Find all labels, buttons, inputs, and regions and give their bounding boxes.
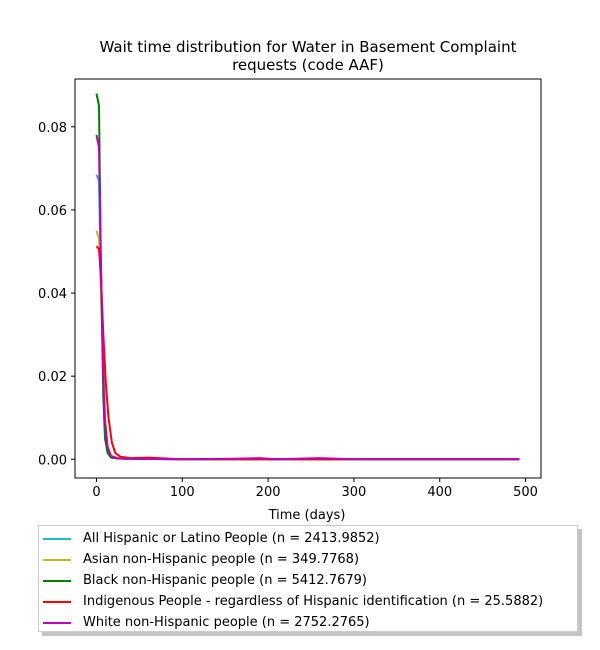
chart-title-line-1: Wait time distribution for Water in Base… [100, 38, 517, 56]
x-tick-label-0: 0 [92, 485, 100, 500]
legend-swatch-3 [43, 600, 71, 603]
legend-swatch-1 [43, 558, 71, 561]
x-tick-label-1: 100 [170, 485, 195, 500]
legend-item-2: Black non-Hispanic people (n = 5412.7679… [39, 570, 577, 591]
y-tick-label-2: 0.04 [38, 287, 67, 302]
legend-item-1: Asian non-Hispanic people (n = 349.7768) [39, 549, 577, 570]
series-line-3 [95, 245, 520, 461]
series-line-4 [95, 134, 520, 461]
legend-item-3: Indigenous People - regardless of Hispan… [39, 591, 577, 612]
legend-label-4: White non-Hispanic people (n = 2752.2765… [83, 615, 370, 630]
x-tick-label-4: 400 [427, 485, 452, 500]
series-line-0 [95, 174, 520, 461]
legend-swatch-4 [43, 621, 71, 624]
legend: All Hispanic or Latino People (n = 2413.… [38, 525, 578, 632]
series-line-1 [95, 230, 520, 461]
plot-frame [74, 78, 542, 479]
y-tick-label-4: 0.08 [38, 121, 67, 136]
x-tick-label-5: 500 [513, 485, 538, 500]
y-tick-label-3: 0.06 [38, 204, 67, 219]
legend-label-0: All Hispanic or Latino People (n = 2413.… [83, 531, 380, 546]
legend-item-0: All Hispanic or Latino People (n = 2413.… [39, 528, 577, 549]
y-tick-label-1: 0.02 [38, 370, 67, 385]
axes-layer: 0 100 200 300 400 500 0.00 0.02 0.04 0.06 0.08 [38, 78, 542, 500]
chart-title-line-2: requests (code AAF) [232, 56, 384, 74]
x-axis-label: Time (days) [268, 508, 346, 523]
series-layer [95, 93, 520, 461]
legend-swatch-2 [43, 579, 71, 582]
legend-label-2: Black non-Hispanic people (n = 5412.7679… [83, 573, 367, 588]
x-tick-label-3: 300 [341, 485, 366, 500]
legend-item-4: White non-Hispanic people (n = 2752.2765… [39, 612, 577, 633]
legend-label-1: Asian non-Hispanic people (n = 349.7768) [83, 552, 360, 567]
series-line-2 [95, 93, 520, 461]
legend-swatch-0 [43, 537, 71, 540]
legend-label-3: Indigenous People - regardless of Hispan… [83, 594, 544, 609]
x-tick-label-2: 200 [256, 485, 281, 500]
y-tick-label-0: 0.00 [38, 453, 67, 468]
